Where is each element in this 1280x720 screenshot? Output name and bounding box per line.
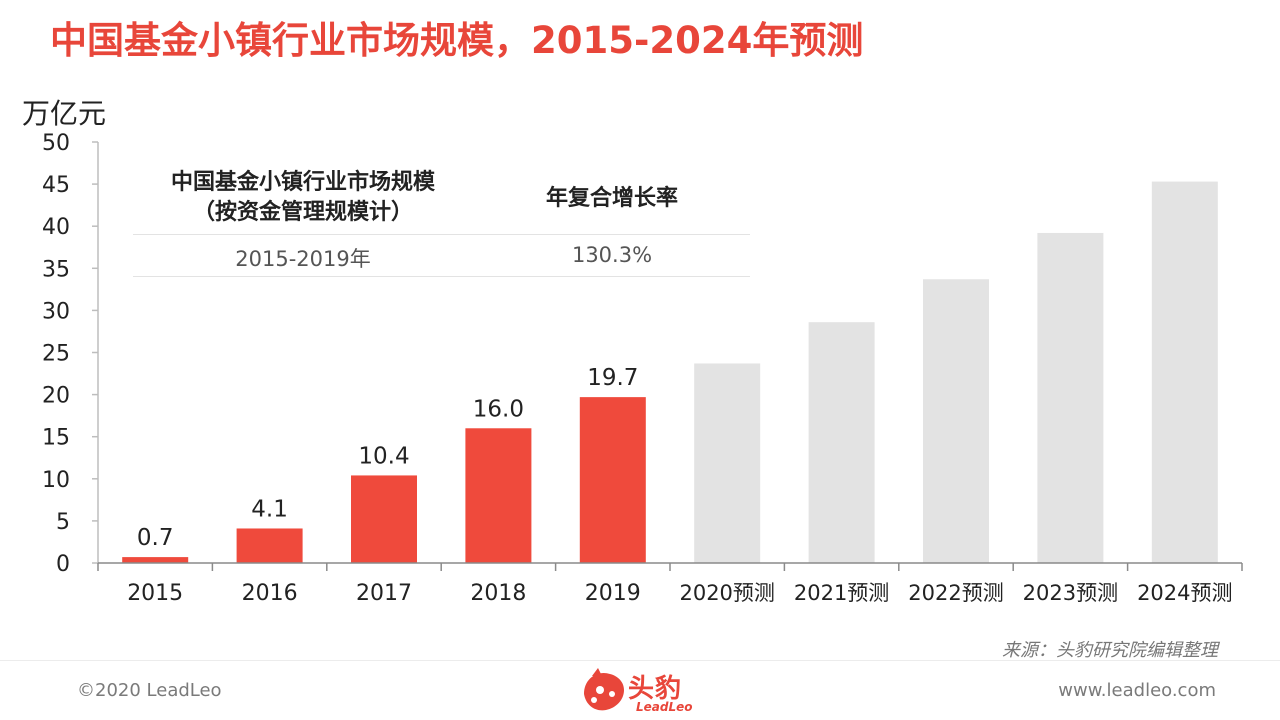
source-note: 来源：头豹研究院编辑整理 (1002, 640, 1218, 661)
bar (923, 279, 989, 563)
bar-value-label: 0.7 (137, 525, 174, 551)
info-divider-top (133, 234, 750, 235)
info-divider-bottom (133, 276, 750, 277)
page-title: 中国基金小镇行业市场规模，2015-2024年预测 (50, 19, 864, 62)
x-tick-label: 2018 (470, 581, 526, 606)
leadleo-logo: 头豹 LeadLeo (578, 664, 708, 718)
info-header-left-line2: （按资金管理规模计） (192, 200, 413, 225)
bar (236, 528, 303, 563)
info-header-left-line1: 中国基金小镇行业市场规模 (170, 170, 435, 195)
x-tick-label: 2017 (356, 581, 412, 606)
info-period: 2015-2019年 (235, 247, 371, 271)
bars-layer (122, 181, 1218, 563)
y-tick-label: 5 (56, 510, 70, 535)
y-tick-label: 0 (56, 552, 70, 577)
x-tick-label: 2022预测 (908, 581, 1003, 605)
x-tick-label: 2021预测 (794, 581, 889, 605)
y-tick-label: 50 (42, 131, 70, 156)
copyright-text: ©2020 LeadLeo (77, 680, 222, 701)
bar (1151, 181, 1218, 563)
info-header-right: 年复合增长率 (545, 186, 678, 211)
y-tick-label: 15 (42, 426, 70, 451)
y-tick-label: 35 (42, 257, 70, 282)
footer-divider (0, 660, 1280, 661)
x-tick-label: 2016 (242, 581, 298, 606)
x-tick-label: 2020预测 (679, 581, 774, 605)
bar (122, 557, 189, 563)
labels-layer: 0.7 2015 4.1 2016 10.4 2017 16.0 2018 19.7 2019 20… (127, 365, 1232, 606)
website-link[interactable]: www.leadleo.com (1058, 680, 1216, 701)
leopard-icon (584, 668, 624, 711)
bar (1037, 232, 1104, 563)
logo-text: 头豹 (628, 674, 683, 704)
y-tick-label: 40 (42, 215, 70, 240)
bar (351, 475, 417, 563)
axis-layer: 0 5 10 15 20 25 30 35 40 45 50 (42, 131, 1243, 577)
y-tick-label: 30 (42, 299, 70, 324)
x-tick-label: 2023预测 (1023, 581, 1118, 605)
x-tick-label: 2015 (127, 581, 183, 606)
bar-value-label: 10.4 (358, 443, 409, 469)
y-tick-label: 20 (42, 384, 70, 409)
bar (579, 397, 646, 563)
x-tick-label: 2024预测 (1137, 581, 1232, 605)
info-cagr: 130.3% (571, 243, 653, 267)
bar (694, 363, 761, 563)
x-tick-label: 2019 (585, 581, 641, 606)
y-tick-label: 10 (42, 468, 70, 493)
y-tick-label: 45 (42, 173, 70, 198)
y-axis-unit: 万亿元 (22, 97, 107, 130)
bar (465, 428, 532, 563)
bar-value-label: 19.7 (587, 365, 638, 391)
bar-value-label: 16.0 (473, 396, 524, 422)
logo-subtext: LeadLeo (636, 700, 693, 714)
info-header-left: 中国基金小镇行业市场规模 （按资金管理规模计） (133, 168, 473, 228)
bar-value-label: 4.1 (251, 496, 288, 522)
y-tick-label: 25 (42, 342, 70, 367)
bar (808, 322, 875, 563)
